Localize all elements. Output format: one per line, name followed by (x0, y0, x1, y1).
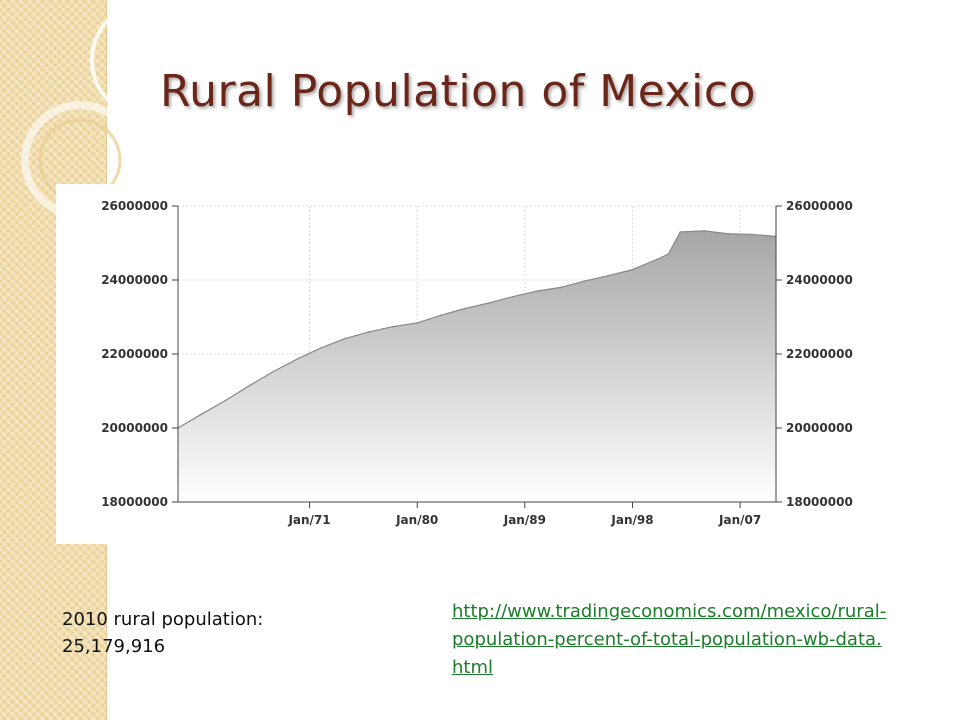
area-chart-svg: 18000000 18000000 20000000 20000000 22000000… (101, 199, 853, 527)
data-point (225, 399, 227, 402)
y-tick-label-right: 26000000 (786, 199, 853, 213)
data-point (703, 229, 706, 232)
x-tick-label: Jan/07 (718, 513, 761, 527)
data-point (655, 258, 658, 261)
population-note-label: 2010 rural population: (62, 609, 264, 630)
data-point (727, 232, 729, 235)
x-tick-label: Jan/89 (503, 513, 546, 527)
data-point (679, 231, 682, 233)
y-tick-label-right: 20000000 (786, 421, 853, 435)
data-point (631, 268, 634, 271)
x-tick-label: Jan/98 (610, 513, 653, 527)
data-point (488, 302, 490, 304)
chart-axes: 18000000 18000000 20000000 20000000 22000000… (101, 199, 853, 527)
data-point (512, 295, 514, 298)
y-tick-label-left: 24000000 (101, 273, 168, 287)
y-tick-label-left: 26000000 (101, 199, 168, 213)
data-point (201, 413, 203, 415)
data-point (344, 337, 347, 340)
data-point (368, 331, 371, 333)
data-point (392, 325, 395, 328)
data-point (440, 314, 442, 316)
data-point (559, 286, 562, 289)
y-tick-label-right: 24000000 (786, 273, 853, 287)
y-tick-label-right: 22000000 (786, 347, 853, 361)
chart-area-series (177, 229, 777, 502)
data-point (248, 384, 251, 387)
data-point (667, 253, 670, 255)
deco-circle-large (90, 0, 210, 120)
data-point (416, 322, 419, 324)
source-link[interactable]: http://www.tradingeconomics.com/mexico/r… (452, 601, 887, 678)
data-point (751, 233, 753, 236)
data-point (320, 346, 323, 349)
page-title: Rural Population of Mexico (160, 66, 756, 117)
area-fill (178, 230, 776, 502)
population-note-value: 25,179,916 (62, 636, 166, 657)
data-point (607, 274, 610, 277)
y-tick-label-left: 18000000 (101, 495, 168, 509)
population-note: 2010 rural population: 25,179,916 (62, 606, 362, 660)
y-tick-label-left: 22000000 (101, 347, 168, 361)
data-point (464, 307, 466, 310)
x-tick-label: Jan/80 (395, 513, 438, 527)
y-tick-label-left: 20000000 (101, 421, 168, 435)
data-point (272, 370, 275, 373)
data-point (536, 290, 538, 292)
data-point (583, 280, 586, 282)
y-tick-label-right: 18000000 (786, 495, 853, 509)
data-point (296, 358, 299, 360)
area-chart: 18000000 18000000 20000000 20000000 22000000… (56, 184, 866, 544)
x-tick-label: Jan/71 (287, 513, 330, 527)
